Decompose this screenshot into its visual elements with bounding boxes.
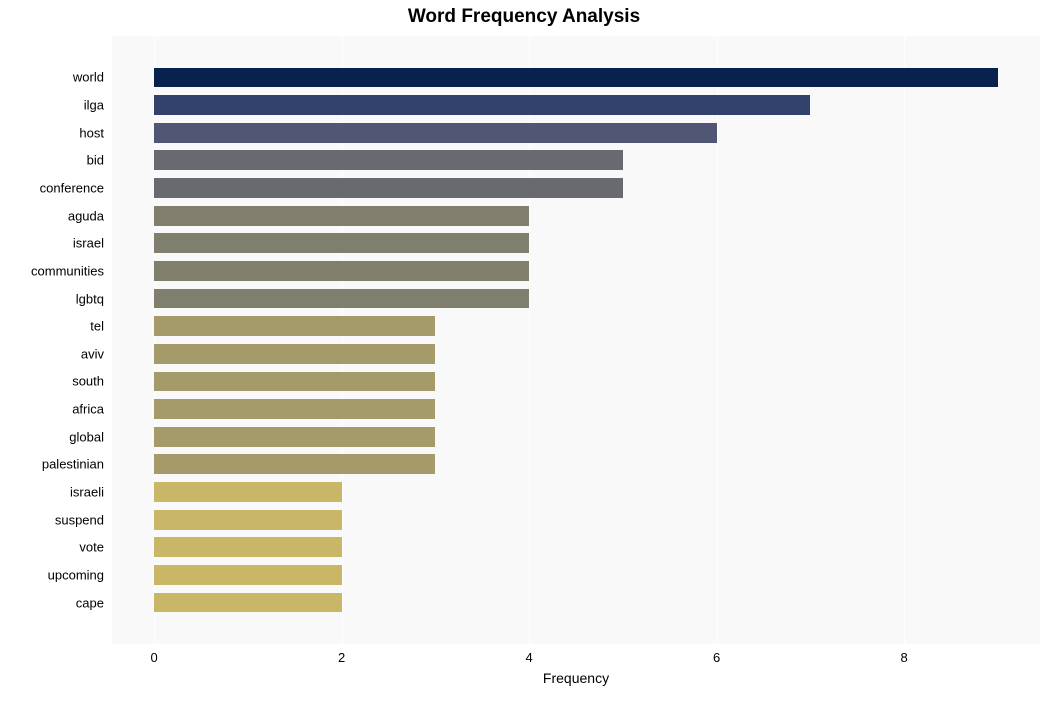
bar	[154, 399, 435, 419]
y-tick-label: cape	[76, 595, 104, 610]
bar	[154, 261, 529, 281]
y-tick-label: host	[79, 125, 104, 140]
grid-line	[904, 36, 905, 644]
y-tick-label: ilga	[84, 98, 104, 113]
y-tick-label: israel	[73, 236, 104, 251]
bar	[154, 427, 435, 447]
bar	[154, 150, 623, 170]
bar	[154, 372, 435, 392]
x-tick-label: 0	[151, 650, 158, 665]
y-tick-label: aviv	[81, 346, 104, 361]
y-tick-label: vote	[79, 540, 104, 555]
bar	[154, 510, 341, 530]
bar	[154, 593, 341, 613]
bar	[154, 289, 529, 309]
grid-line	[717, 36, 718, 644]
x-tick-label: 8	[900, 650, 907, 665]
y-tick-label: lgbtq	[76, 291, 104, 306]
bar	[154, 178, 623, 198]
y-tick-label: bid	[87, 153, 104, 168]
y-tick-label: south	[72, 374, 104, 389]
bar	[154, 454, 435, 474]
bar	[154, 95, 810, 115]
bar	[154, 233, 529, 253]
x-tick-label: 4	[526, 650, 533, 665]
plot-area: 02468Frequencyworldilgahostbidconference…	[112, 36, 1040, 644]
y-tick-label: africa	[72, 402, 104, 417]
y-tick-label: suspend	[55, 512, 104, 527]
word-frequency-chart: Word Frequency Analysis 02468Frequencywo…	[0, 0, 1048, 701]
bar	[154, 344, 435, 364]
bar	[154, 68, 998, 88]
y-tick-label: conference	[40, 181, 104, 196]
x-axis-label: Frequency	[543, 670, 609, 686]
bar	[154, 206, 529, 226]
bar	[154, 565, 341, 585]
y-tick-label: global	[69, 429, 104, 444]
bar	[154, 482, 341, 502]
x-tick-label: 2	[338, 650, 345, 665]
y-tick-label: israeli	[70, 485, 104, 500]
bar	[154, 123, 716, 143]
bar	[154, 316, 435, 336]
y-tick-label: world	[73, 70, 104, 85]
y-tick-label: palestinian	[42, 457, 104, 472]
x-tick-label: 6	[713, 650, 720, 665]
y-tick-label: aguda	[68, 208, 104, 223]
chart-title: Word Frequency Analysis	[0, 6, 1048, 28]
y-tick-label: upcoming	[48, 567, 104, 582]
bar	[154, 537, 341, 557]
y-tick-label: tel	[90, 319, 104, 334]
y-tick-label: communities	[31, 263, 104, 278]
